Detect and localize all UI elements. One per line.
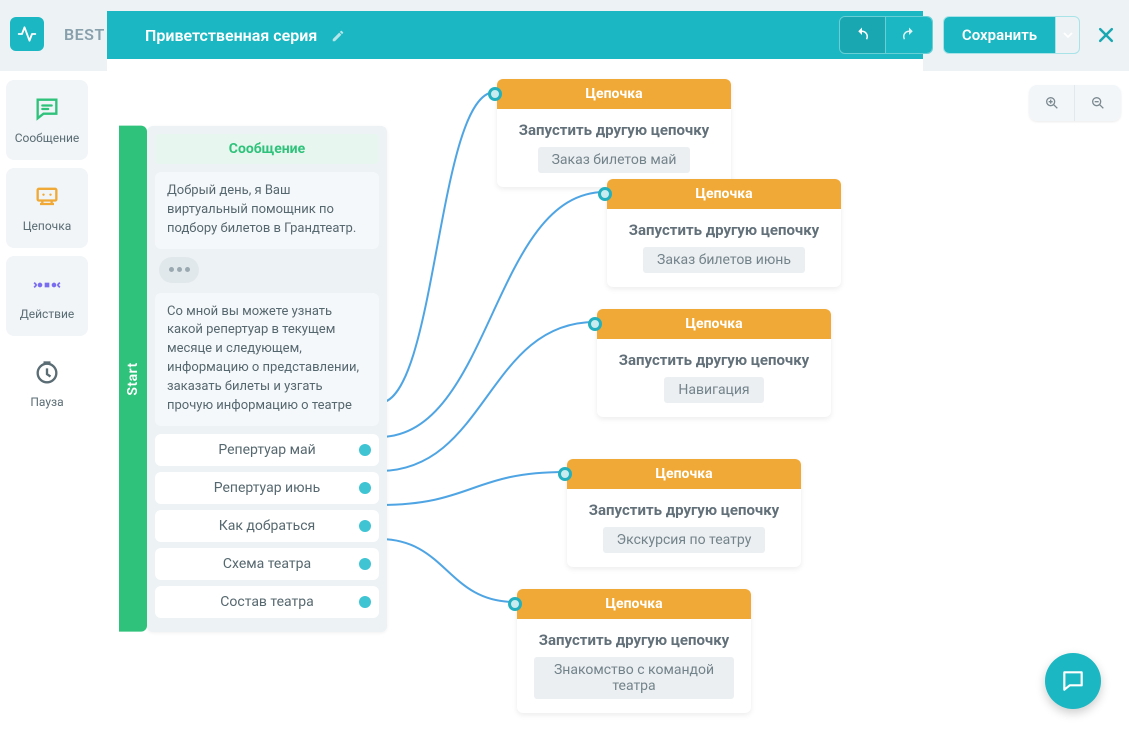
- header-right-controls: Сохранить: [839, 11, 1129, 59]
- undo-icon: [853, 26, 871, 44]
- app-logo: [10, 17, 44, 51]
- zoom-in-icon: [1044, 95, 1060, 111]
- chain-input-port[interactable]: [558, 467, 572, 481]
- palette-label: Цепочка: [23, 219, 71, 233]
- pencil-icon: [331, 29, 345, 43]
- chain-node-title: Цепочка: [607, 179, 841, 209]
- option-button[interactable]: Репертуар май: [155, 434, 379, 466]
- pause-icon: [33, 359, 61, 387]
- undo-redo-group: [839, 16, 933, 54]
- tool-palette: Сообщение Цепочка Действие Пауза: [6, 80, 88, 432]
- chain-icon: [33, 183, 61, 211]
- chain-node[interactable]: Цепочка Запустить другую цепочку Навигац…: [597, 309, 831, 417]
- close-icon: [1096, 25, 1116, 45]
- close-button[interactable]: [1094, 23, 1117, 47]
- palette-label: Сообщение: [15, 131, 80, 145]
- palette-item-action[interactable]: Действие: [6, 256, 88, 336]
- action-icon: [33, 271, 61, 299]
- palette-label: Действие: [20, 307, 75, 321]
- chain-node-title: Цепочка: [567, 459, 801, 489]
- start-tab: Start: [119, 126, 147, 632]
- chain-input-port[interactable]: [598, 187, 612, 201]
- app-name: BEST: [64, 25, 105, 44]
- message-bubble-2: Со мной вы можете узнать какой репертуар…: [155, 293, 379, 426]
- option-port[interactable]: [359, 444, 371, 456]
- option-label: Репертуар июнь: [214, 480, 320, 496]
- chain-node-title: Цепочка: [517, 589, 751, 619]
- chain-node-subtitle: Запустить другую цепочку: [607, 351, 821, 369]
- option-button[interactable]: Репертуар июнь: [155, 472, 379, 504]
- chain-node-subtitle: Запустить другую цепочку: [507, 121, 721, 139]
- chain-node-tag: Заказ билетов июнь: [643, 247, 805, 273]
- typing-indicator: [159, 257, 199, 283]
- chain-node[interactable]: Цепочка Запустить другую цепочку Экскурс…: [567, 459, 801, 567]
- undo-button[interactable]: [840, 17, 886, 53]
- chain-node-subtitle: Запустить другую цепочку: [527, 631, 741, 649]
- zoom-controls: [1029, 85, 1121, 121]
- option-port[interactable]: [359, 596, 371, 608]
- option-label: Как добраться: [219, 518, 315, 534]
- flow-canvas[interactable]: Start Сообщение Добрый день, я Ваш вирту…: [107, 59, 923, 749]
- palette-item-pause[interactable]: Пауза: [6, 344, 88, 424]
- zoom-out-icon: [1090, 95, 1106, 111]
- message-card-title: Сообщение: [155, 134, 379, 164]
- option-port[interactable]: [359, 520, 371, 532]
- chain-input-port[interactable]: [588, 317, 602, 331]
- option-label: Состав театра: [220, 594, 313, 610]
- chain-node-tag: Знакомство с командой театра: [534, 657, 734, 699]
- redo-icon: [900, 26, 918, 44]
- zoom-in-button[interactable]: [1029, 85, 1075, 121]
- edit-title-button[interactable]: [331, 28, 345, 42]
- chain-node-subtitle: Запустить другую цепочку: [617, 221, 831, 239]
- message-card: Сообщение Добрый день, я Ваш виртуальный…: [147, 126, 387, 632]
- caret-down-icon: [1063, 30, 1073, 40]
- option-button[interactable]: Схема театра: [155, 548, 379, 580]
- save-button[interactable]: Сохранить: [944, 17, 1055, 53]
- message-icon: [33, 95, 61, 123]
- palette-item-chain[interactable]: Цепочка: [6, 168, 88, 248]
- flow-title: Приветственная серия: [145, 26, 317, 45]
- save-dropdown-button[interactable]: [1055, 17, 1079, 53]
- option-label: Репертуар май: [218, 442, 315, 458]
- save-split-button: Сохранить: [943, 16, 1080, 54]
- chain-node-tag: Экскурсия по театру: [603, 527, 766, 553]
- option-port[interactable]: [359, 482, 371, 494]
- editor-header: Приветственная серия: [107, 11, 923, 59]
- chain-node[interactable]: Цепочка Запустить другую цепочку Заказ б…: [607, 179, 841, 287]
- redo-button[interactable]: [886, 17, 932, 53]
- chat-icon: [1060, 668, 1086, 694]
- chain-node-title: Цепочка: [497, 79, 731, 109]
- chain-node-tag: Заказ билетов май: [538, 147, 691, 173]
- palette-label: Пауза: [30, 395, 63, 409]
- start-node[interactable]: Start Сообщение Добрый день, я Ваш вирту…: [119, 126, 387, 632]
- palette-item-message[interactable]: Сообщение: [6, 80, 88, 160]
- chain-node-title: Цепочка: [597, 309, 831, 339]
- option-button[interactable]: Состав театра: [155, 586, 379, 618]
- chain-node-subtitle: Запустить другую цепочку: [577, 501, 791, 519]
- pulse-icon: [17, 24, 37, 44]
- chain-node-tag: Навигация: [664, 377, 763, 403]
- chain-node[interactable]: Цепочка Запустить другую цепочку Знакомс…: [517, 589, 751, 713]
- zoom-out-button[interactable]: [1075, 85, 1121, 121]
- chat-fab[interactable]: [1045, 653, 1101, 709]
- chain-node[interactable]: Цепочка Запустить другую цепочку Заказ б…: [497, 79, 731, 187]
- option-button[interactable]: Как добраться: [155, 510, 379, 542]
- option-port[interactable]: [359, 558, 371, 570]
- message-bubble-1: Добрый день, я Ваш виртуальный помощник …: [155, 172, 379, 249]
- chain-input-port[interactable]: [508, 597, 522, 611]
- chain-input-port[interactable]: [488, 87, 502, 101]
- option-label: Схема театра: [223, 556, 311, 572]
